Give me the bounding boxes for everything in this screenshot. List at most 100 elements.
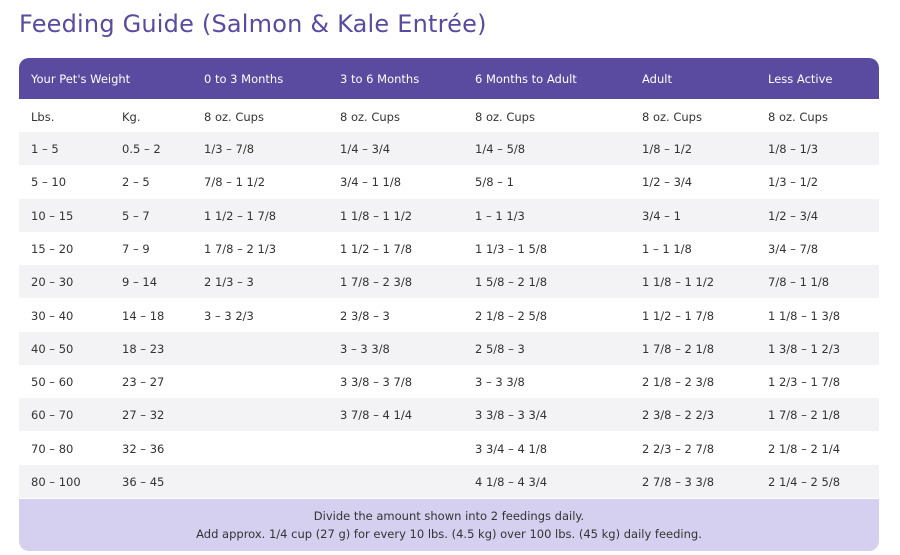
table-cell: 60 – 70 [31,408,74,423]
feeding-table: Your Pet's Weight 0 to 3 Months 3 to 6 M… [19,58,879,551]
table-subheader: Lbs. Kg. 8 oz. Cups 8 oz. Cups 8 oz. Cup… [19,99,879,132]
table-cell: 70 – 80 [31,441,74,456]
subheader-cups: 8 oz. Cups [204,110,264,124]
table-cell: 2 1/8 – 2 5/8 [475,308,548,323]
header-6-months-adult: 6 Months to Adult [475,72,577,86]
subheader-cups: 8 oz. Cups [768,110,828,124]
footer-line-1: Divide the amount shown into 2 feedings … [313,509,585,523]
table-cell: 3 3/8 – 3 3/4 [475,408,548,423]
table-cell: 1 1/3 – 1 5/8 [475,241,548,256]
table-cell: 3/4 – 7/8 [768,241,819,256]
table-cell: 2 – 5 [122,175,150,190]
table-cell: 2 2/3 – 2 7/8 [642,441,715,456]
table-cell: 1 1/2 – 1 7/8 [642,308,715,323]
table-row: 10 – 15 5 – 7 1 1/2 – 1 7/8 1 1/8 – 1 1/2 1 … [19,198,879,232]
table-cell: 2 1/3 – 3 [204,275,254,290]
table-cell: 7/8 – 1 1/2 [204,175,266,190]
table-cell: 14 – 18 [122,308,165,323]
table-cell: 1 3/8 – 1 2/3 [768,341,841,356]
table-cell: 15 – 20 [31,241,74,256]
table-cell: 1 1/2 – 1 7/8 [204,208,277,223]
table-cell: 5/8 – 1 [475,175,514,190]
table-cell: 36 – 45 [122,475,165,489]
table-cell: 2 5/8 – 3 [475,341,525,356]
table-cell: 50 – 60 [31,375,74,390]
table-cell: 1/4 – 3/4 [340,142,391,156]
table-cell: 1/4 – 5/8 [475,142,526,156]
subheader-cups: 8 oz. Cups [475,110,535,124]
subheader-cups: 8 oz. Cups [642,110,702,124]
table-cell: 20 – 30 [31,275,74,290]
table-cell: 3/4 – 1 1/8 [340,175,402,190]
table-cell: 1 1/8 – 1 1/2 [642,275,715,290]
table-cell: 2 1/8 – 2 3/8 [642,375,715,390]
table-row: 15 – 20 7 – 9 1 7/8 – 2 1/3 1 1/2 – 1 7/8 1 … [19,232,879,265]
table-cell: 1 1/8 – 1 1/2 [340,208,413,223]
table-cell: 3 7/8 – 4 1/4 [340,408,413,423]
table-cell: 1 – 5 [31,142,59,156]
table-row: 5 – 10 2 – 5 7/8 – 1 1/2 3/4 – 1 1/8 5/8 – 1… [19,165,879,198]
subheader-kg: Kg. [122,110,141,124]
table-cell: 30 – 40 [31,308,74,323]
table-row: 70 – 80 32 – 36 3 3/4 – 4 1/8 2 2/3 – 2 7/8… [19,432,879,465]
table-cell: 2 3/8 – 3 [340,308,390,323]
table-cell: 3 3/4 – 4 1/8 [475,441,548,456]
table-cell: 5 – 7 [122,208,150,223]
table-cell: 1 7/8 – 2 1/3 [204,241,277,256]
table-row: 80 – 100 36 – 45 4 1/8 – 4 3/4 2 7/8 – 3 3/… [19,465,879,498]
table-cell: 4 1/8 – 4 3/4 [475,475,548,489]
table-cell: 80 – 100 [31,475,81,489]
table-row: 40 – 50 18 – 23 3 – 3 3/8 2 5/8 – 3 1 7/8 – … [19,331,879,365]
header-adult: Adult [642,72,672,86]
table-cell: 0.5 – 2 [122,142,161,156]
table-cell: 3/4 – 1 [642,208,681,223]
table-row: 30 – 40 14 – 18 3 – 3 2/3 2 3/8 – 3 2 1/8 – … [19,299,879,332]
table-cell: 27 – 32 [122,408,165,423]
table-cell: 7/8 – 1 1/8 [768,275,830,290]
table-cell: 23 – 27 [122,375,165,390]
table-cell: 2 1/8 – 2 1/4 [768,441,841,456]
table-row: 20 – 30 9 – 14 2 1/3 – 3 1 7/8 – 2 3/8 1 5/8… [19,265,879,299]
table-cell: 32 – 36 [122,441,165,456]
subheader-lbs: Lbs. [31,110,55,124]
table-cell: 2 1/4 – 2 5/8 [768,475,841,489]
table-cell: 3 3/8 – 3 7/8 [340,375,413,390]
header-less-active: Less Active [768,72,833,86]
table-cell: 1/2 – 3/4 [768,208,819,223]
page-title: Feeding Guide (Salmon & Kale Entrée) [19,10,487,38]
table-row: 50 – 60 23 – 27 3 3/8 – 3 7/8 3 – 3 3/8 2 1/… [19,365,879,398]
table-cell: 1/8 – 1/2 [642,142,693,156]
table-cell: 40 – 50 [31,341,74,356]
table-cell: 1 7/8 – 2 3/8 [340,275,413,290]
table-row: 60 – 70 27 – 32 3 7/8 – 4 1/4 3 3/8 – 3 3/4… [19,398,879,432]
table-cell: 1 2/3 – 1 7/8 [768,375,841,390]
table-cell: 2 3/8 – 2 2/3 [642,408,715,423]
table-cell: 1 – 1 1/8 [642,241,692,256]
table-cell: 1/2 – 3/4 [642,175,693,190]
subheader-cups: 8 oz. Cups [340,110,400,124]
table-cell: 3 – 3 3/8 [340,341,390,356]
footer-line-2: Add approx. 1/4 cup (27 g) for every 10 … [196,527,702,541]
table-cell: 1 7/8 – 2 1/8 [642,341,715,356]
table-cell: 9 – 14 [122,275,158,290]
table-cell: 1 – 1 1/3 [475,208,525,223]
table-footer-note: Divide the amount shown into 2 feedings … [19,499,879,551]
table-cell: 5 – 10 [31,175,67,190]
table-cell: 1/3 – 1/2 [768,175,819,190]
header-0-3-months: 0 to 3 Months [204,72,284,86]
table-cell: 1 7/8 – 2 1/8 [768,408,841,423]
table-cell: 3 – 3 3/8 [475,375,525,390]
table-row: 1 – 5 0.5 – 2 1/3 – 7/8 1/4 – 3/4 1/4 – 5/8 1… [19,132,879,165]
table-cell: 10 – 15 [31,208,74,223]
table-cell: 3 – 3 2/3 [204,308,254,323]
header-3-6-months: 3 to 6 Months [340,72,420,86]
table-header: Your Pet's Weight 0 to 3 Months 3 to 6 M… [19,58,879,99]
header-weight: Your Pet's Weight [31,72,131,86]
table-cell: 1/3 – 7/8 [204,142,255,156]
table-cell: 2 7/8 – 3 3/8 [642,475,715,489]
table-cell: 1/8 – 1/3 [768,142,819,156]
table-cell: 18 – 23 [122,341,165,356]
table-cell: 1 1/8 – 1 3/8 [768,308,841,323]
table-cell: 7 – 9 [122,241,150,256]
table-cell: 1 1/2 – 1 7/8 [340,241,413,256]
